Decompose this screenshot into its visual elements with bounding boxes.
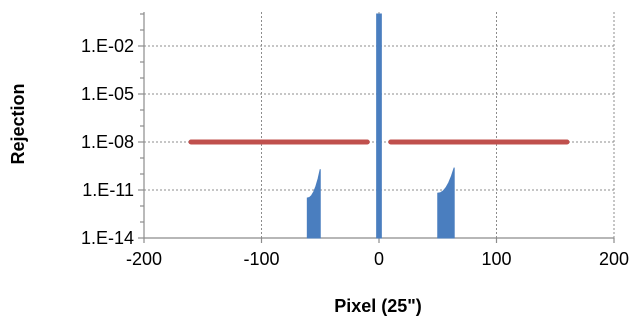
x-axis-title: Pixel (25") bbox=[334, 296, 422, 316]
sidelobe-spike bbox=[306, 169, 321, 239]
sidelobe-spike bbox=[437, 167, 455, 239]
y-axis-title: Rejection bbox=[8, 83, 28, 164]
y-tick-label: 1.E-02 bbox=[81, 36, 134, 56]
y-tick-label: 1.E-05 bbox=[81, 84, 134, 104]
axes bbox=[138, 12, 615, 243]
y-tick-label: 1.E-14 bbox=[81, 228, 134, 248]
y-tick-label: 1.E-11 bbox=[82, 180, 134, 200]
y-tick-label: 1.E-08 bbox=[81, 132, 134, 152]
series-layer bbox=[188, 13, 570, 239]
x-tick-label: 100 bbox=[481, 249, 511, 269]
x-tick-label: 0 bbox=[374, 249, 384, 269]
x-tick-label: 200 bbox=[599, 249, 629, 269]
x-tick-label: -100 bbox=[243, 249, 279, 269]
x-tick-label: -200 bbox=[126, 249, 162, 269]
tick-labels: 1.E-02 1.E-05 1.E-08 1.E-11 1.E-14-200 -100 0 1… bbox=[81, 36, 629, 269]
sidelobe-spike bbox=[376, 13, 382, 239]
